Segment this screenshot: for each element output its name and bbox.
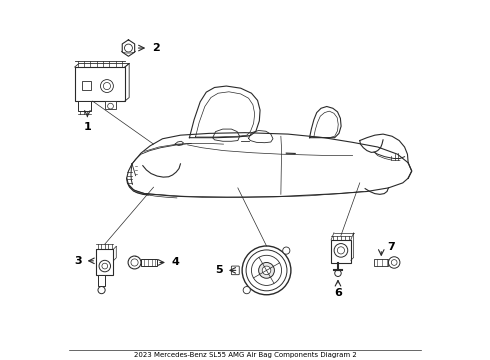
Circle shape [103, 82, 111, 90]
Text: 5: 5 [215, 265, 222, 275]
Text: 6: 6 [334, 288, 342, 298]
FancyBboxPatch shape [74, 67, 125, 101]
FancyBboxPatch shape [331, 240, 351, 263]
Circle shape [102, 263, 108, 269]
Circle shape [128, 256, 141, 269]
Circle shape [100, 80, 113, 93]
Circle shape [389, 257, 400, 268]
Circle shape [99, 260, 111, 272]
FancyBboxPatch shape [141, 259, 157, 266]
Circle shape [262, 266, 271, 275]
Circle shape [335, 270, 341, 276]
Circle shape [131, 259, 138, 266]
Circle shape [108, 103, 113, 109]
Circle shape [334, 244, 348, 257]
FancyBboxPatch shape [82, 81, 91, 90]
Text: 2023 Mercedes-Benz SL55 AMG Air Bag Components Diagram 2: 2023 Mercedes-Benz SL55 AMG Air Bag Comp… [134, 352, 356, 358]
FancyBboxPatch shape [231, 266, 239, 275]
Circle shape [98, 287, 105, 294]
FancyBboxPatch shape [105, 101, 116, 109]
Text: 3: 3 [74, 256, 82, 266]
FancyBboxPatch shape [374, 259, 389, 266]
Text: 1: 1 [83, 122, 91, 132]
FancyBboxPatch shape [78, 101, 91, 111]
Circle shape [259, 262, 274, 278]
Circle shape [124, 44, 132, 52]
Circle shape [246, 250, 287, 291]
Circle shape [251, 255, 282, 285]
Text: 7: 7 [388, 242, 395, 252]
Circle shape [243, 287, 250, 294]
Circle shape [337, 247, 344, 254]
FancyBboxPatch shape [96, 249, 113, 275]
Text: 2: 2 [152, 43, 160, 53]
FancyBboxPatch shape [98, 275, 105, 286]
Circle shape [283, 247, 290, 254]
Circle shape [242, 246, 291, 295]
Text: 4: 4 [172, 257, 179, 267]
Circle shape [392, 260, 397, 265]
